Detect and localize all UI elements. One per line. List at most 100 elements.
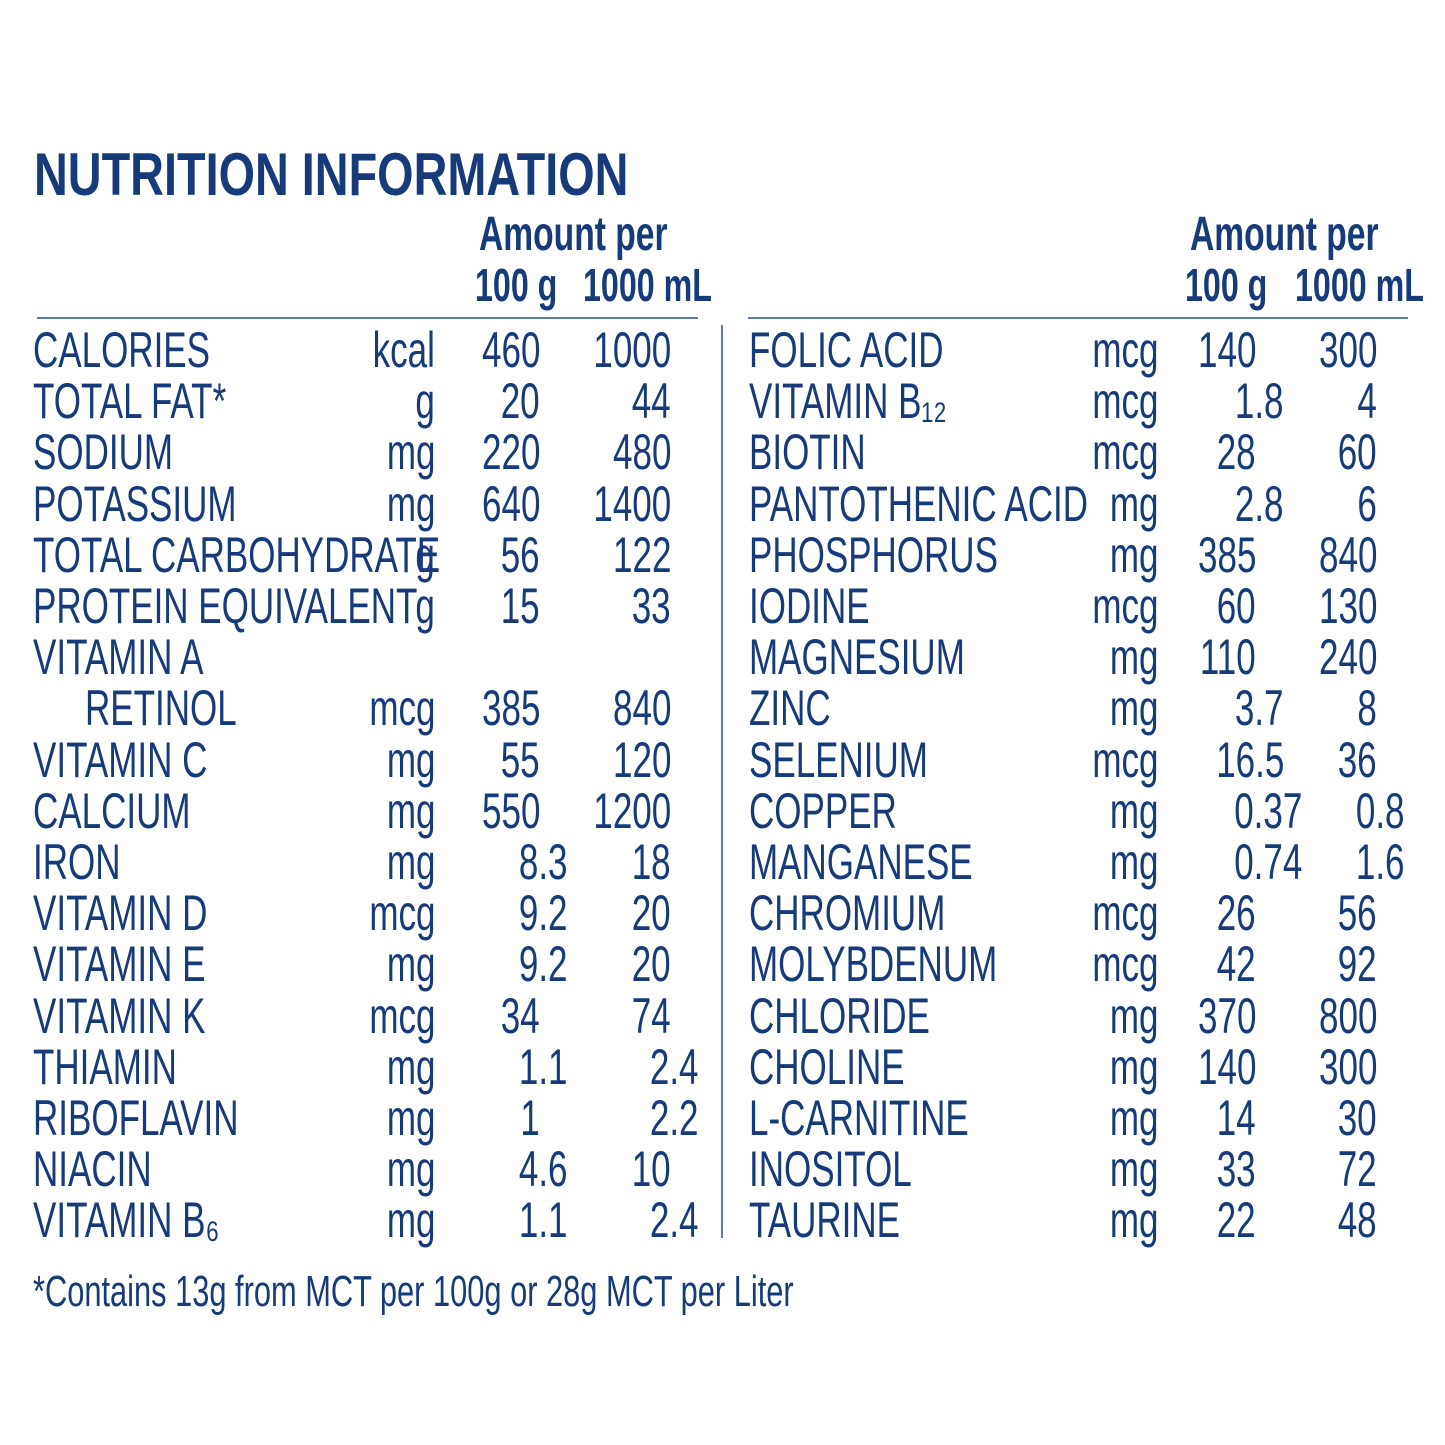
nutrient-name: TOTAL FAT* [33, 373, 227, 430]
header-col: 100 g [475, 259, 558, 311]
nutrient-name: VITAMIN D [33, 885, 208, 942]
unit: mg [386, 834, 435, 890]
unit: mg [386, 731, 435, 788]
unit: mg [1109, 987, 1158, 1044]
amount-1000ml: 1400 [593, 475, 671, 532]
amount-1000ml: 33 [632, 578, 671, 634]
amount-1000ml: 8 [1357, 680, 1377, 737]
amount-100g: 385 [1197, 526, 1256, 583]
amount-1000ml: 800 [1318, 987, 1377, 1044]
amount-1000ml: 480 [612, 424, 671, 481]
amount-1000ml: 30 [1338, 1090, 1377, 1146]
unit: mcg [1091, 578, 1158, 634]
unit: mg [386, 782, 435, 839]
amount-1000ml: 2.4 [650, 1192, 699, 1249]
unit: mcg [368, 987, 435, 1044]
nutrient-name: L-CARNITINE [749, 1090, 969, 1146]
amount-100g: 140 [1197, 1038, 1256, 1095]
amount-1000ml: 6 [1357, 475, 1377, 532]
amount-1000ml: 120 [612, 731, 671, 788]
amount-100g: 28 [1217, 424, 1256, 481]
amount-1000ml: 44 [632, 373, 671, 430]
amount-1000ml: 36 [1338, 731, 1377, 788]
nutrient-name: PHOSPHORUS [749, 526, 998, 583]
unit: mcg [1091, 322, 1158, 378]
nutrient-name: VITAMIN C [33, 731, 208, 788]
amount-100g: 3.7 [1235, 680, 1284, 737]
amount-1000ml: 1000 [593, 322, 671, 378]
unit: mg [386, 1192, 435, 1249]
divider [748, 317, 1408, 319]
amount-1000ml: 0.8 [1356, 782, 1405, 839]
amount-100g: 56 [501, 526, 540, 583]
amount-1000ml: 130 [1318, 578, 1377, 634]
amount-100g: 15 [501, 578, 540, 634]
amount-100g: 1 [520, 1090, 540, 1146]
amount-100g: 2.8 [1235, 475, 1284, 532]
amount-100g: 33 [1217, 1141, 1256, 1198]
unit: mg [1109, 1192, 1158, 1249]
unit: mg [1109, 475, 1158, 532]
amount-100g: 9.2 [519, 885, 568, 942]
nutrient-name: SELENIUM [749, 731, 928, 788]
unit: mcg [1091, 731, 1158, 788]
amount-1000ml: 20 [632, 936, 671, 993]
amount-100g: 640 [481, 475, 540, 532]
amount-1000ml: 122 [612, 526, 671, 583]
nutrient-name: CALORIES [33, 322, 211, 378]
amount-100g: 16.5 [1215, 731, 1284, 788]
header-col: 1000 mL [1295, 259, 1424, 311]
amount-100g: 110 [1200, 629, 1256, 686]
amount-100g: 14 [1217, 1090, 1256, 1146]
unit: g [415, 373, 435, 430]
unit: g [415, 526, 435, 583]
amount-100g: 460 [481, 322, 540, 378]
amount-100g: 385 [481, 680, 540, 737]
unit: kcal [372, 322, 435, 378]
amount-100g: 20 [501, 373, 540, 430]
amount-100g: 22 [1217, 1192, 1256, 1249]
amount-1000ml: 300 [1318, 322, 1377, 378]
nutrient-name: SODIUM [33, 424, 173, 481]
nutrient-name: MANGANESE [749, 834, 973, 890]
nutrient-name: IRON [33, 834, 121, 890]
nutrient-name: INOSITOL [749, 1141, 912, 1198]
unit: mg [386, 1090, 435, 1146]
nutrient-name: TOTAL CARBOHYDRATE [33, 526, 441, 583]
nutrient-name: VITAMIN E [33, 936, 206, 993]
header-amount: Amount per [479, 208, 668, 261]
unit: mcg [1091, 885, 1158, 942]
nutrient-name: IODINE [749, 578, 870, 634]
amount-100g: 370 [1197, 987, 1256, 1044]
amount-1000ml: 48 [1338, 1192, 1377, 1249]
amount-100g: 0.74 [1233, 834, 1302, 890]
unit: mg [1109, 526, 1158, 583]
amount-100g: 26 [1217, 885, 1256, 942]
column-divider [721, 325, 723, 1238]
unit: mcg [1091, 936, 1158, 993]
footnote: *Contains 13g from MCT per 100g or 28g M… [33, 1267, 794, 1316]
nutrient-name: FOLIC ACID [749, 322, 944, 378]
amount-1000ml: 20 [632, 885, 671, 942]
unit: mcg [1091, 373, 1158, 430]
amount-100g: 34 [501, 987, 540, 1044]
unit: mg [1109, 1038, 1158, 1095]
amount-1000ml: 1200 [593, 782, 671, 839]
nutrient-name: COPPER [749, 782, 897, 839]
nutrient-name: POTASSIUM [33, 475, 237, 532]
amount-1000ml: 2.2 [650, 1090, 699, 1146]
nutrient-name: CALCIUM [33, 782, 191, 839]
amount-100g: 42 [1217, 936, 1256, 993]
nutrient-name: VITAMIN B₁₂ [749, 373, 947, 430]
amount-1000ml: 2.4 [650, 1038, 699, 1095]
header-col: 1000 mL [583, 259, 712, 311]
amount-100g: 140 [1197, 322, 1256, 378]
nutrient-name: THIAMIN [33, 1038, 177, 1095]
amount-100g: 60 [1217, 578, 1256, 634]
amount-1000ml: 92 [1338, 936, 1377, 993]
header-amount: Amount per [1190, 208, 1379, 261]
amount-1000ml: 840 [612, 680, 671, 737]
amount-1000ml: 72 [1338, 1141, 1377, 1198]
nutrient-name: RETINOL [85, 680, 237, 737]
nutrient-name: CHOLINE [749, 1038, 905, 1095]
